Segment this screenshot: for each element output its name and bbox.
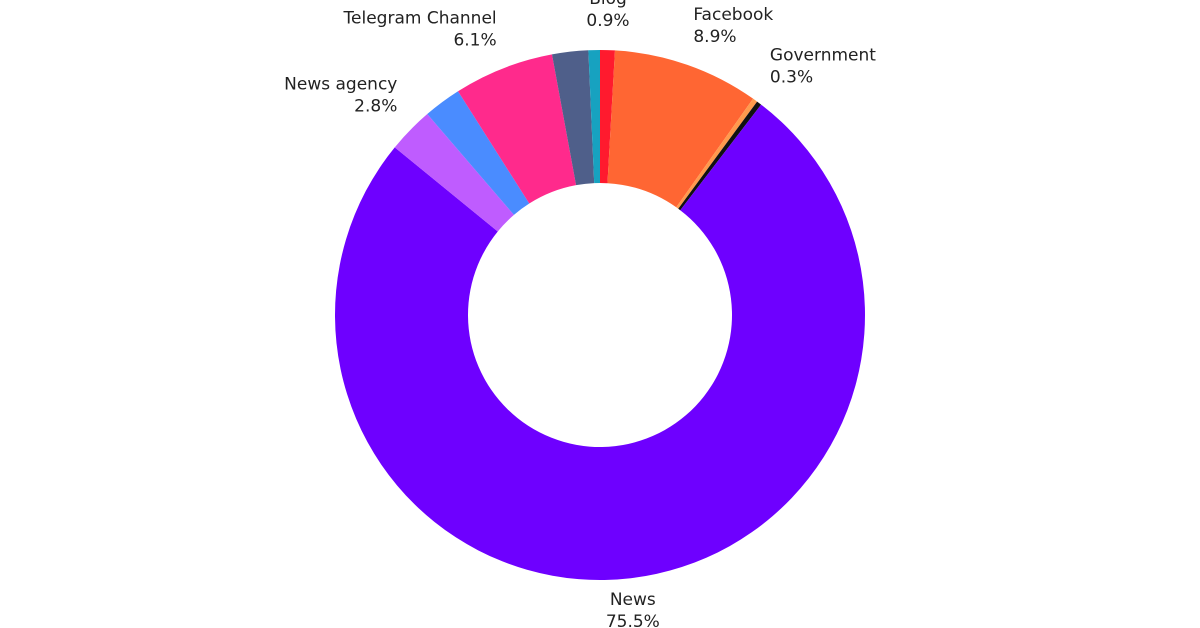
slice-value-label: 0.9% [586, 11, 629, 31]
slice [607, 50, 754, 208]
slice-value-label: 6.1% [453, 31, 496, 51]
slice-value-label: 0.3% [770, 68, 813, 88]
slice-value-label: 8.9% [693, 27, 736, 47]
slice [588, 50, 600, 184]
slice-value-label: 2.8% [354, 96, 397, 116]
slice [427, 91, 530, 215]
slice-label: Government [770, 46, 876, 66]
slice-value-label: 75.5% [606, 612, 660, 628]
slice [394, 114, 514, 232]
slice [678, 101, 762, 211]
slice [551, 50, 595, 186]
slice [676, 98, 758, 209]
slice [334, 104, 865, 581]
slice-label: Facebook [693, 5, 773, 25]
slice [600, 50, 615, 184]
slice [458, 54, 577, 204]
slice-label: Blog [589, 0, 627, 9]
slice-label: News [610, 590, 656, 610]
slice-label: Telegram Channel [343, 9, 497, 29]
slice-label: News agency [284, 74, 397, 94]
